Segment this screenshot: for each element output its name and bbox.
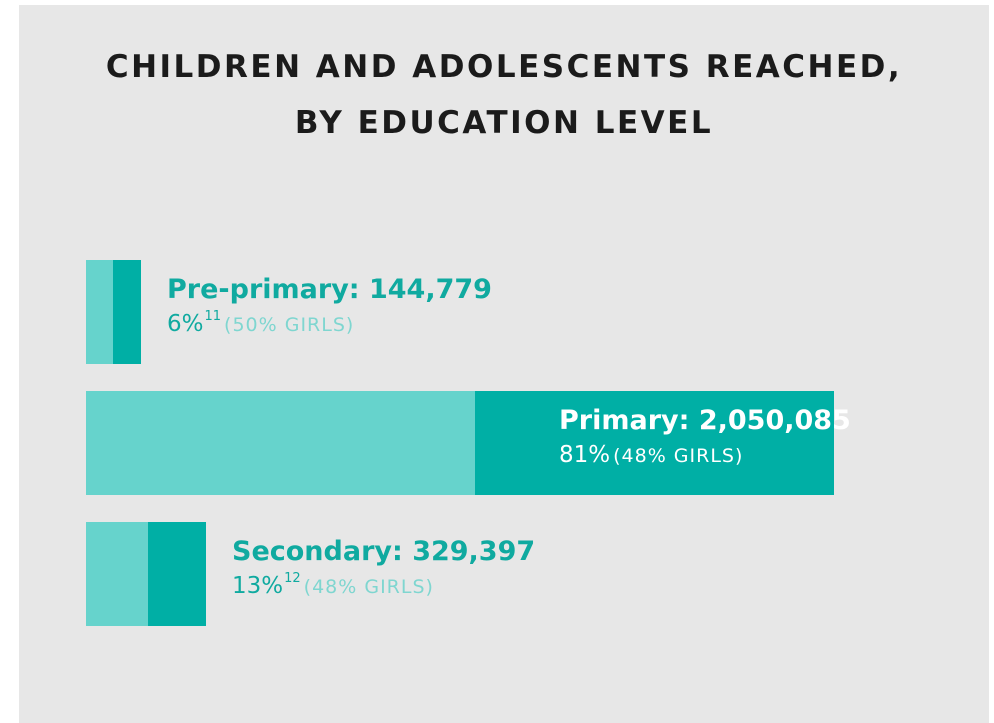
bar-primary-boys xyxy=(86,391,475,495)
bar-secondary-girls xyxy=(148,522,206,626)
bar-secondary-boys xyxy=(86,522,148,626)
label-secondary-name: Secondary: 329,397 xyxy=(232,536,536,567)
label-pre-primary-girls: (50% GIRLS) xyxy=(224,314,355,336)
bar-pre-primary-boys xyxy=(86,260,113,364)
chart-title-line-1: CHILDREN AND ADOLESCENTS REACHED, xyxy=(105,49,903,85)
label-primary: Primary: 2,050,085 81% (48% GIRLS) xyxy=(559,407,851,467)
label-secondary-share: 13% xyxy=(232,573,284,599)
label-pre-primary-name: Pre-primary: 144,779 xyxy=(167,274,492,305)
label-primary-girls: (48% GIRLS) xyxy=(613,445,744,467)
label-secondary-stats: 13%12 (48% GIRLS) xyxy=(232,572,535,599)
label-secondary: Secondary: 329,397 13%12 (48% GIRLS) xyxy=(232,538,535,598)
label-pre-primary-footnote: 11 xyxy=(204,309,222,324)
chart-title-line-2: BY EDUCATION LEVEL xyxy=(294,105,714,141)
label-secondary-footnote: 12 xyxy=(284,571,301,586)
label-primary-stats: 81% (48% GIRLS) xyxy=(559,444,851,467)
label-pre-primary: Pre-primary: 144,779 6%11 (50% GIRLS) xyxy=(167,276,492,336)
label-pre-primary-share: 6% xyxy=(167,311,204,337)
bar-pre-primary-girls xyxy=(113,260,141,364)
label-primary-share: 81% xyxy=(559,442,611,468)
label-primary-name: Primary: 2,050,085 xyxy=(559,405,851,436)
bar-primary-girls xyxy=(475,391,834,495)
label-secondary-girls: (48% GIRLS) xyxy=(303,576,434,598)
label-pre-primary-stats: 6%11 (50% GIRLS) xyxy=(167,310,492,337)
